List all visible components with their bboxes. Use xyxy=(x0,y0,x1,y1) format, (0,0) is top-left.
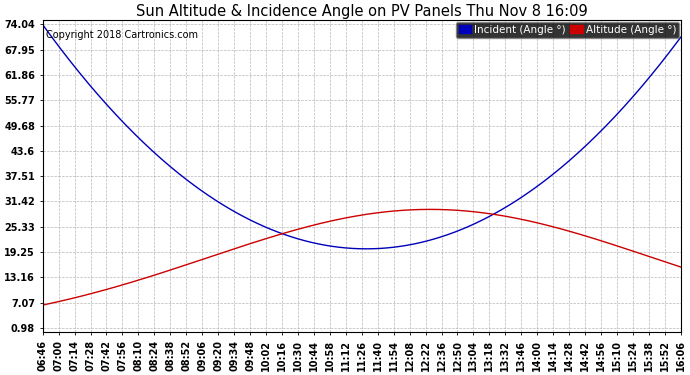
Text: Copyright 2018 Cartronics.com: Copyright 2018 Cartronics.com xyxy=(46,30,198,40)
Title: Sun Altitude & Incidence Angle on PV Panels Thu Nov 8 16:09: Sun Altitude & Incidence Angle on PV Pan… xyxy=(136,4,588,19)
Legend: Incident (Angle °), Altitude (Angle °): Incident (Angle °), Altitude (Angle °) xyxy=(456,22,679,38)
